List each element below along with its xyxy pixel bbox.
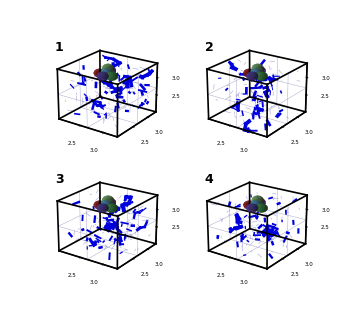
- Text: 3: 3: [55, 173, 64, 186]
- Text: 2: 2: [205, 41, 213, 54]
- Text: 1: 1: [55, 41, 64, 54]
- Text: 4: 4: [205, 173, 213, 186]
